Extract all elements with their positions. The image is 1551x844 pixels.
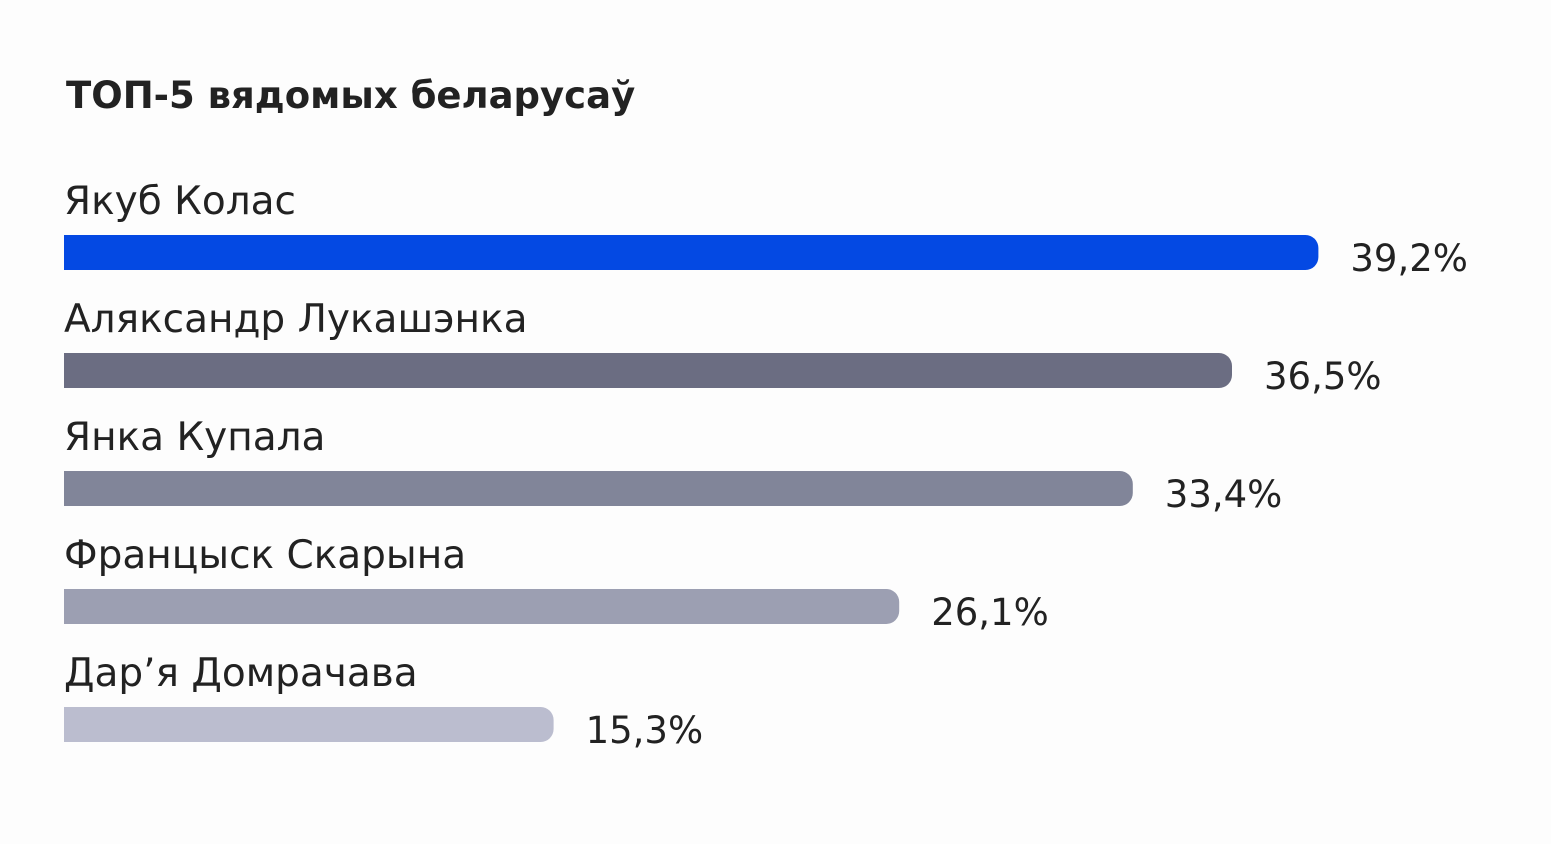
category-label: Францыск Скарына — [64, 533, 466, 578]
bar — [64, 235, 1319, 270]
chart-title: ТОП-5 вядомых беларусаў — [66, 74, 635, 117]
value-label: 39,2% — [1350, 237, 1468, 280]
category-label: Янка Купала — [64, 415, 325, 460]
bar — [64, 589, 900, 624]
value-label: 33,4% — [1165, 473, 1283, 516]
value-label: 36,5% — [1264, 355, 1382, 398]
category-label: Аляксандр Лукашэнка — [64, 297, 528, 342]
value-label: 15,3% — [586, 709, 704, 752]
bar — [64, 353, 1232, 388]
bar — [64, 707, 554, 742]
value-label: 26,1% — [931, 591, 1049, 634]
category-label: Дар’я Домрачава — [64, 651, 418, 696]
category-label: Якуб Колас — [64, 179, 296, 224]
bar — [64, 471, 1133, 506]
